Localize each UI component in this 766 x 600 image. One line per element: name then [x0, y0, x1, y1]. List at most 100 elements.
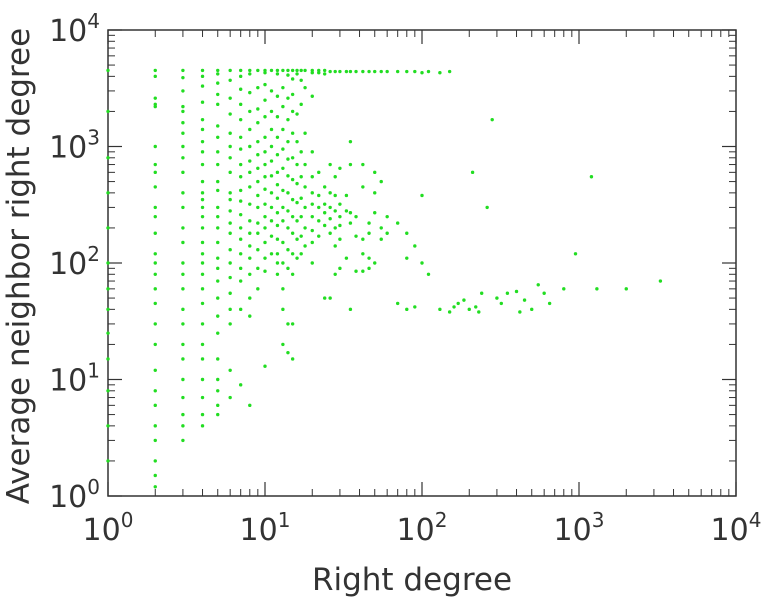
data-point [181, 131, 185, 135]
data-point [344, 209, 349, 213]
data-point [200, 214, 205, 219]
data-point [216, 256, 220, 260]
data-point [303, 68, 307, 73]
data-point [426, 272, 431, 276]
y-tick-label: 100 [49, 475, 100, 515]
data-point [624, 287, 628, 291]
data-point [290, 156, 295, 160]
data-point [228, 197, 232, 202]
data-point [181, 287, 185, 291]
data-point [452, 305, 456, 309]
data-point [200, 117, 205, 122]
data-point [269, 109, 274, 114]
data-point [238, 383, 243, 387]
data-point [200, 179, 205, 184]
data-point [281, 205, 285, 210]
data-point [200, 127, 205, 132]
data-point [310, 228, 314, 233]
data-point [295, 181, 299, 186]
data-point [153, 214, 157, 219]
data-point [333, 69, 337, 74]
data-point [281, 68, 285, 73]
data-point [338, 223, 342, 228]
data-point [238, 162, 243, 167]
y-tick-label: 102 [49, 242, 100, 282]
data-point [275, 196, 280, 200]
data-point [299, 102, 303, 107]
data-point [200, 100, 205, 104]
data-point [256, 68, 260, 73]
data-point [248, 159, 252, 163]
data-point [200, 272, 205, 276]
data-point [263, 150, 267, 154]
data-point [295, 162, 299, 167]
data-point [333, 209, 337, 213]
data-point [290, 92, 295, 97]
data-point [263, 162, 267, 167]
data-point [413, 244, 417, 248]
data-point [328, 205, 332, 210]
data-point [420, 71, 424, 75]
data-point [281, 127, 285, 132]
data-point [470, 170, 475, 175]
data-point [269, 144, 274, 149]
data-point [447, 69, 452, 74]
data-point [373, 261, 377, 265]
data-point [181, 68, 185, 73]
data-point [200, 322, 205, 326]
data-point [153, 252, 157, 256]
data-point [281, 166, 285, 170]
data-point [290, 177, 295, 182]
data-point [317, 234, 321, 238]
data-point [216, 412, 220, 417]
data-point [181, 191, 185, 195]
data-point [413, 305, 417, 309]
x-axis-title: Right degree [312, 562, 512, 598]
data-point [295, 200, 299, 205]
data-point [385, 214, 389, 219]
x-tick-labels: 100 101 102 103 104 [83, 508, 762, 548]
data-point [354, 269, 358, 273]
data-point [153, 459, 157, 463]
data-point [263, 214, 267, 219]
data-point [275, 94, 280, 98]
data-point [379, 179, 383, 184]
data-point [299, 175, 303, 179]
data-point [303, 226, 307, 230]
data-point [269, 174, 274, 178]
data-point [216, 214, 220, 219]
data-point [181, 261, 185, 265]
data-point [263, 71, 267, 75]
data-point [295, 139, 299, 144]
data-point [295, 72, 299, 76]
data-point [106, 459, 110, 463]
data-point [573, 252, 578, 256]
data-point [181, 377, 185, 382]
data-point [228, 291, 232, 295]
data-point [153, 424, 157, 428]
data-point [200, 261, 205, 265]
data-point [379, 237, 383, 241]
data-point [216, 279, 220, 283]
x-tick-label: 101 [240, 508, 291, 548]
data-point [310, 202, 314, 206]
data-point [263, 135, 267, 139]
data-point [286, 139, 290, 144]
data-point [200, 377, 205, 382]
data-point [385, 231, 389, 235]
data-point [490, 117, 494, 122]
data-point [281, 219, 285, 223]
x-tick-label: 103 [554, 508, 605, 548]
data-point [361, 162, 365, 167]
data-point [317, 170, 321, 175]
data-point [348, 162, 353, 167]
data-point [286, 117, 290, 122]
data-point [153, 231, 157, 235]
data-point [290, 77, 295, 81]
data-point [238, 237, 243, 241]
data-point [256, 179, 260, 184]
data-point [518, 310, 522, 314]
data-point [562, 287, 566, 291]
data-point [333, 272, 337, 276]
data-point [269, 219, 274, 223]
